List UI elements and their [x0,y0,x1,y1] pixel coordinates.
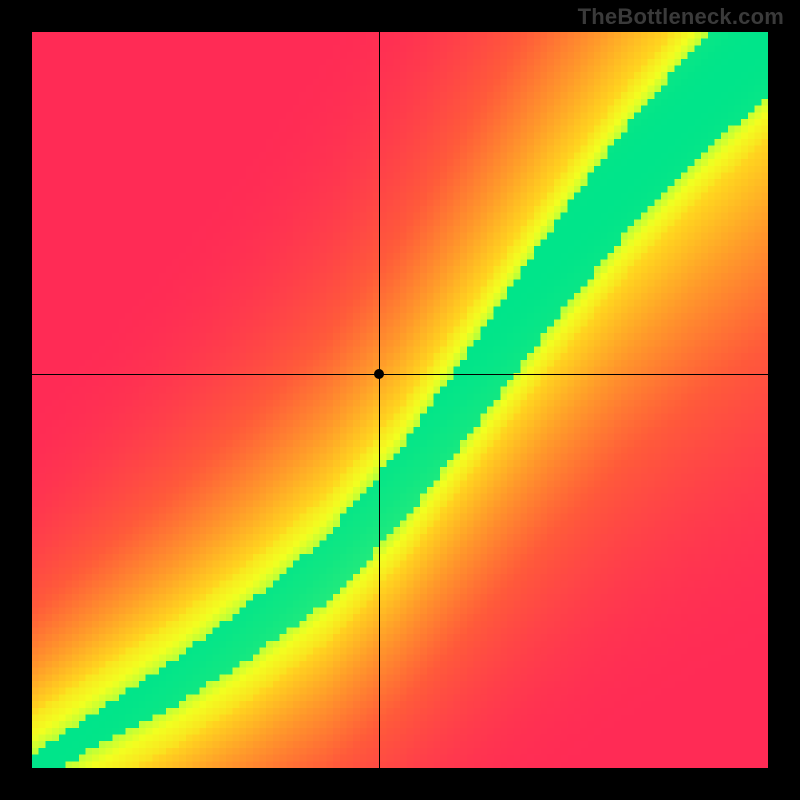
crosshair-marker [374,369,384,379]
heatmap-plot [32,32,768,768]
attribution-text: TheBottleneck.com [578,4,784,30]
crosshair-horizontal [32,374,768,375]
crosshair-vertical [379,32,380,768]
heatmap-canvas [32,32,768,768]
